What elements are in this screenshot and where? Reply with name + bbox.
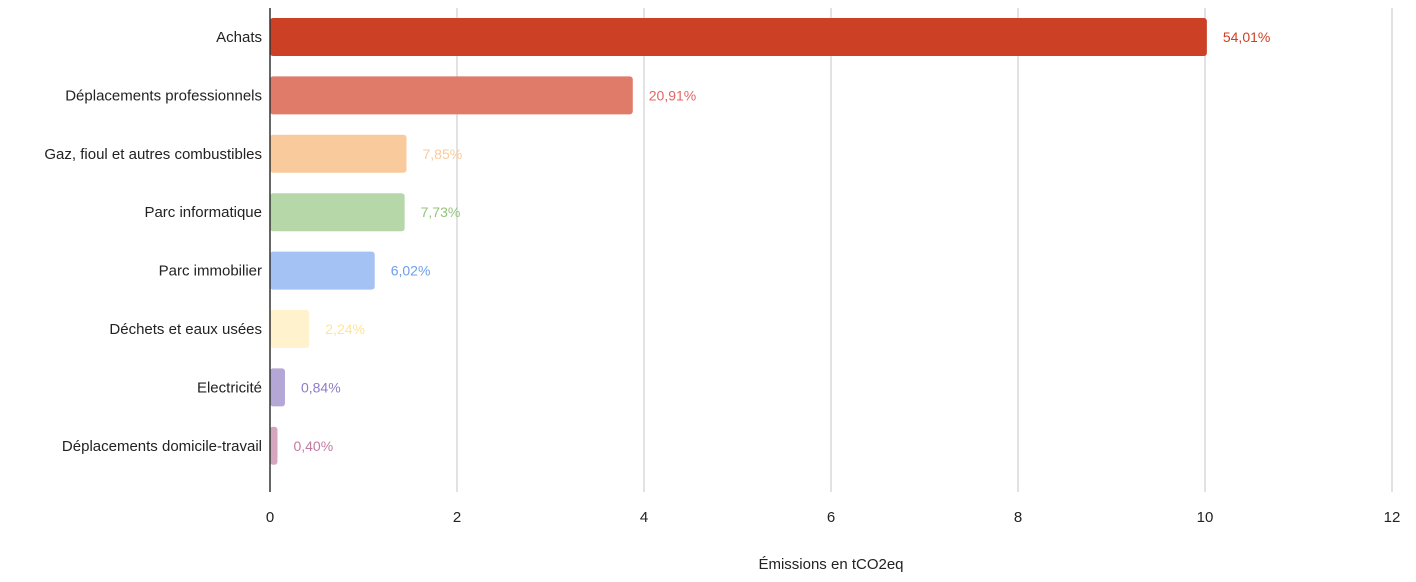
category-label: Electricité [197,379,262,396]
x-tick-label: 8 [1014,509,1022,526]
bar [270,18,1207,56]
x-tick-label: 0 [266,509,274,526]
bar [270,193,405,232]
bar [270,426,278,465]
category-label: Parc informatique [144,204,262,221]
category-label: Déchets et eaux usées [109,321,262,338]
data-label: 0,40% [293,438,333,454]
data-label: 7,85% [423,146,463,162]
category-label: Achats [216,29,262,46]
x-tick-label: 2 [453,509,461,526]
data-label: 54,01% [1223,29,1270,45]
category-label: Gaz, fioul et autres combustibles [44,146,262,163]
bar [270,368,285,407]
data-label: 7,73% [421,204,461,220]
bar [270,310,310,348]
data-label: 6,02% [391,263,431,279]
category-label: Parc immobilier [159,263,262,280]
x-tick-label: 4 [640,509,648,526]
x-tick-label: 10 [1197,509,1214,526]
gridlines [456,8,1393,492]
x-axis-title: Émissions en tCO2eq [758,556,903,573]
category-label: Déplacements professionnels [65,87,262,104]
bar [270,134,407,173]
x-tick-label: 12 [1384,509,1401,526]
labels: 0 2 4 6 8 10 12 Achats 54,01% Déplacements profes… [44,29,1400,526]
bars [270,18,1207,465]
category-label: Déplacements domicile-travail [62,438,262,455]
data-label: 0,84% [301,379,341,395]
bar [270,76,633,115]
data-label: 20,91% [649,87,696,103]
data-label: 2,24% [325,321,365,337]
x-tick-label: 6 [827,509,835,526]
bar [270,251,375,290]
